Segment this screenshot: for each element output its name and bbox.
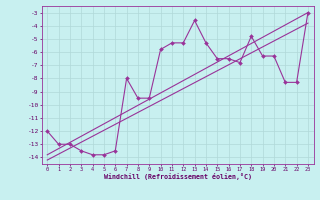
X-axis label: Windchill (Refroidissement éolien,°C): Windchill (Refroidissement éolien,°C)	[104, 173, 252, 180]
